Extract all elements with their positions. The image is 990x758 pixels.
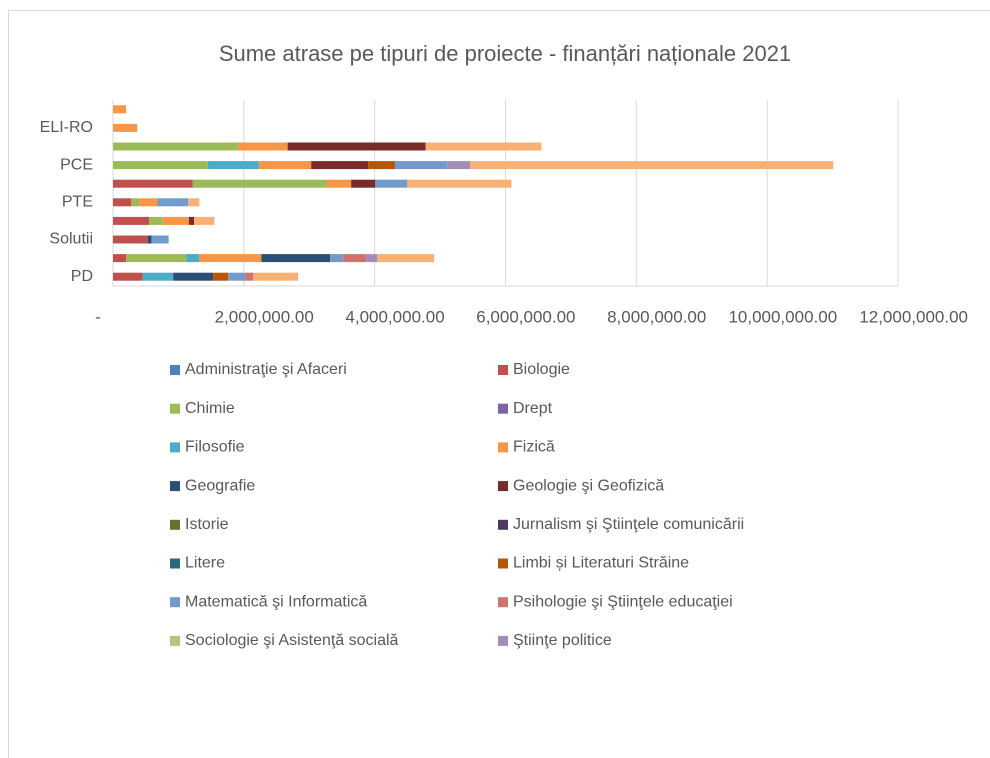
legend-label: Drept xyxy=(513,400,553,417)
legend-label: Limbi și Literaturi Străine xyxy=(513,555,689,572)
bar-segment xyxy=(207,161,259,170)
legend-label: Administraţie şi Afaceri xyxy=(185,361,347,378)
bar-segment xyxy=(343,254,367,263)
bar-segment xyxy=(113,179,193,188)
bar-segment xyxy=(173,272,214,281)
y-tick-label: PTE xyxy=(62,194,93,211)
legend-swatch xyxy=(170,558,180,569)
x-tick-label: 12,000,000.00 xyxy=(859,307,968,326)
bar-segment xyxy=(228,272,246,281)
legend-label: Geologie şi Geofizică xyxy=(513,477,664,494)
bar-segment xyxy=(113,254,127,263)
legend-swatch xyxy=(170,403,180,414)
bar-segment xyxy=(407,179,512,188)
bar-segment xyxy=(188,216,195,225)
x-tick-label: 6,000,000.00 xyxy=(476,307,575,326)
bar-segment xyxy=(394,161,448,170)
legend-swatch xyxy=(498,635,508,646)
bar-segment xyxy=(142,272,174,281)
bar-segment xyxy=(194,216,215,225)
legend-label: Ştiinţe politice xyxy=(513,632,612,649)
legend-swatch xyxy=(498,597,508,608)
legend-swatch xyxy=(498,519,508,530)
bar-segment xyxy=(326,179,352,188)
bar-segment xyxy=(258,161,312,170)
bar-segment xyxy=(113,161,208,170)
x-tick-label: - xyxy=(95,307,101,326)
bar-segment xyxy=(351,179,376,188)
legend-label: Matematică şi Informatică xyxy=(185,593,367,610)
chart-border xyxy=(8,10,990,758)
legend-label: Chimie xyxy=(185,400,235,417)
bar-segment xyxy=(113,198,132,207)
bar-segment xyxy=(245,272,253,281)
bar-segment xyxy=(131,198,140,207)
bar-segment xyxy=(252,272,299,281)
legend-label: Fizică xyxy=(513,439,555,456)
legend-swatch xyxy=(498,481,508,492)
bar-segment xyxy=(188,198,200,207)
bar-segment xyxy=(366,254,378,263)
bar-segment xyxy=(151,235,169,244)
legend-swatch xyxy=(170,442,180,453)
bar-segment xyxy=(186,254,200,263)
legend-label: Istorie xyxy=(185,516,229,533)
legend-swatch xyxy=(498,558,508,569)
bar-segment xyxy=(192,179,327,188)
bar-segment xyxy=(113,123,138,132)
bar-segment xyxy=(470,161,834,170)
legend-swatch xyxy=(170,519,180,530)
bar-segment xyxy=(311,161,369,170)
legend-swatch xyxy=(498,403,508,414)
bar-segment xyxy=(139,198,158,207)
bar-segment xyxy=(330,254,344,263)
bar-segment xyxy=(157,198,189,207)
legend-label: Jurnalism şi Ştiinţele comunicării xyxy=(513,516,744,533)
y-tick-label: Solutii xyxy=(49,231,93,248)
bar-segment xyxy=(113,235,148,244)
legend-swatch xyxy=(170,635,180,646)
bar-segment xyxy=(199,254,262,263)
bar-segment xyxy=(213,272,229,281)
y-tick-label: ELI-RO xyxy=(40,119,93,136)
y-tick-label: PCE xyxy=(60,156,93,173)
bar-segment xyxy=(113,216,149,225)
bar-segment xyxy=(113,105,127,114)
bar-segment xyxy=(261,254,331,263)
bar-segment xyxy=(147,235,152,244)
legend-label: Filosofie xyxy=(185,439,245,456)
bar-segment xyxy=(162,216,189,225)
legend-swatch xyxy=(498,365,508,375)
chart-title: Sume atrase pe tipuri de proiecte - fina… xyxy=(219,41,791,66)
bar-segment xyxy=(287,142,426,151)
legend-swatch xyxy=(170,365,180,375)
bar-segment xyxy=(425,142,542,151)
bar-segment xyxy=(113,142,238,151)
legend-swatch xyxy=(170,597,180,608)
bar-segment xyxy=(368,161,395,170)
x-tick-label: 10,000,000.00 xyxy=(728,307,837,326)
legend-swatch xyxy=(498,442,508,453)
y-tick-label: PD xyxy=(71,268,93,285)
bar-segment xyxy=(377,254,435,263)
bar-segment xyxy=(375,179,408,188)
bar-segment xyxy=(113,272,143,281)
legend-label: Sociologie şi Asistenţă socială xyxy=(185,632,399,649)
bar-segment xyxy=(237,142,288,151)
legend-swatch xyxy=(170,481,180,492)
x-tick-label: 2,000,000.00 xyxy=(215,307,314,326)
legend-label: Psihologie şi Ştiinţele educaţiei xyxy=(513,593,733,610)
x-tick-label: 8,000,000.00 xyxy=(607,307,706,326)
legend-label: Geografie xyxy=(185,477,255,494)
legend-label: Biologie xyxy=(513,361,570,378)
bar-segment xyxy=(126,254,187,263)
x-tick-label: 4,000,000.00 xyxy=(345,307,444,326)
bar-segment xyxy=(148,216,163,225)
legend-label: Litere xyxy=(185,555,225,572)
bar-segment xyxy=(447,161,471,170)
